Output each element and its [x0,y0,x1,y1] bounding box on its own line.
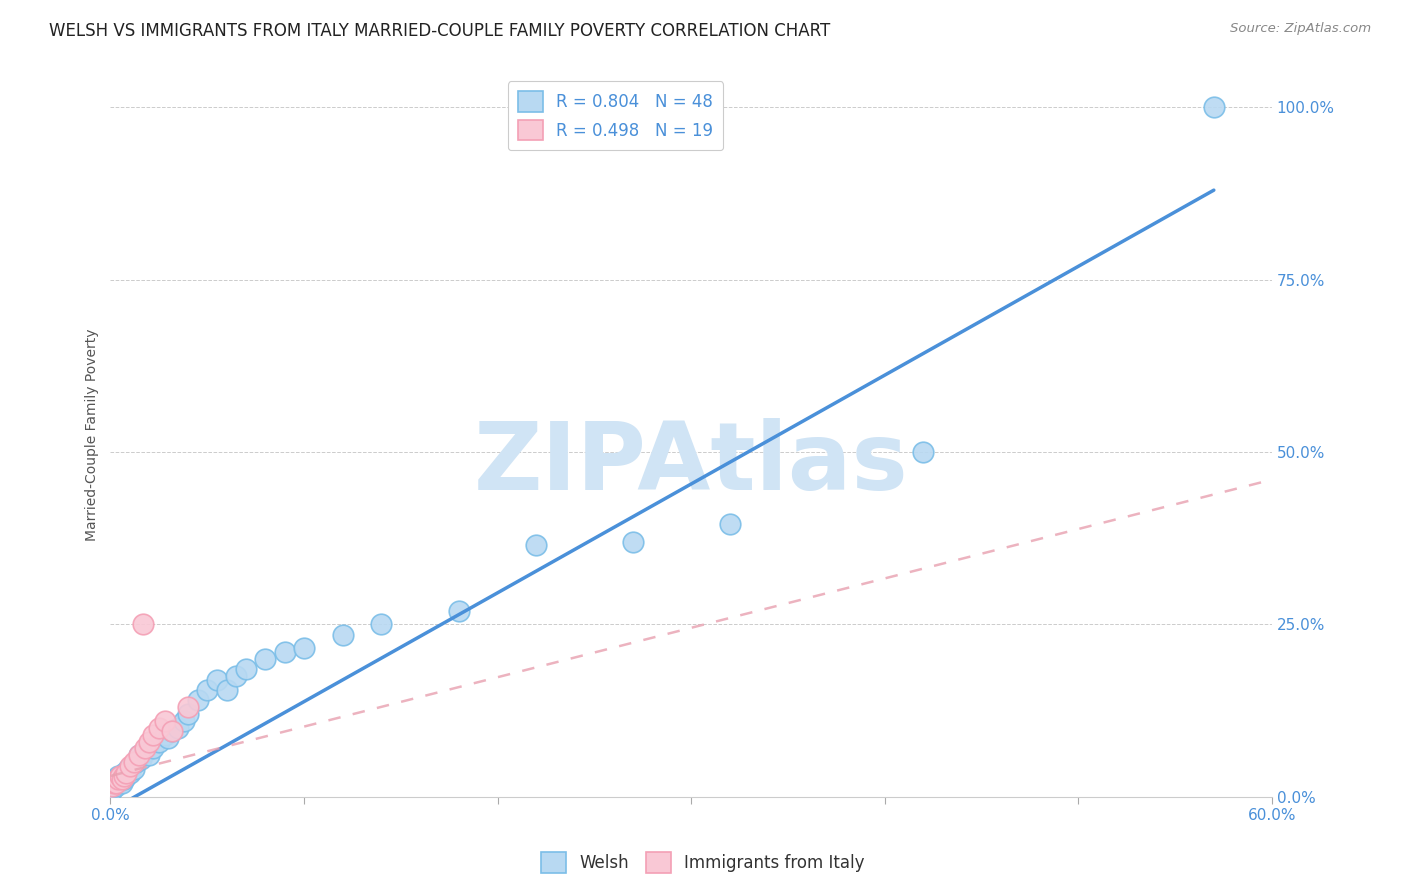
Text: WELSH VS IMMIGRANTS FROM ITALY MARRIED-COUPLE FAMILY POVERTY CORRELATION CHART: WELSH VS IMMIGRANTS FROM ITALY MARRIED-C… [49,22,831,40]
Point [215,682,238,697]
Legend: Welsh, Immigrants from Italy: Welsh, Immigrants from Italy [534,846,872,880]
Point [103,780,125,794]
Point [101,780,124,794]
Point [108,769,131,783]
Point [205,673,228,687]
Point [142,741,165,756]
Point [332,628,354,642]
Point [117,762,139,776]
Point [103,776,125,790]
Point [162,724,184,739]
Point [621,534,644,549]
Point [124,755,146,769]
Y-axis label: Married-Couple Family Poverty: Married-Couple Family Poverty [86,328,100,541]
Point [157,731,180,745]
Point [153,728,176,742]
Point [195,682,218,697]
Point [118,765,141,780]
Point [107,769,129,783]
Point [167,721,190,735]
Point [138,734,160,748]
Text: ZIPAtlas: ZIPAtlas [474,417,908,509]
Point [132,617,155,632]
Point [128,748,150,763]
Point [111,772,134,787]
Point [718,517,741,532]
Point [148,721,170,735]
Point [118,758,141,772]
Point [111,769,134,783]
Point [370,617,392,632]
Point [148,734,170,748]
Point [103,776,125,790]
Point [254,652,277,666]
Point [107,776,129,790]
Point [105,776,128,790]
Point [177,706,200,721]
Point [105,772,128,787]
Point [162,724,184,739]
Point [1202,100,1225,114]
Point [235,662,257,676]
Point [122,762,145,776]
Point [134,745,156,759]
Point [107,772,129,787]
Point [153,714,176,728]
Point [108,772,131,787]
Point [912,445,935,459]
Legend: R = 0.804   N = 48, R = 0.498   N = 19: R = 0.804 N = 48, R = 0.498 N = 19 [508,81,723,151]
Point [128,748,150,763]
Point [101,782,124,797]
Point [121,758,143,772]
Point [108,769,131,783]
Point [186,693,208,707]
Point [447,604,470,618]
Point [173,714,195,728]
Point [111,776,134,790]
Point [292,641,315,656]
Point [122,755,145,769]
Point [142,728,165,742]
Point [105,780,128,794]
Point [131,752,153,766]
Point [138,748,160,763]
Point [177,700,200,714]
Text: Source: ZipAtlas.com: Source: ZipAtlas.com [1230,22,1371,36]
Point [112,769,135,783]
Point [524,538,547,552]
Point [115,765,138,780]
Point [273,645,295,659]
Point [115,769,138,783]
Point [112,765,135,780]
Point [134,741,156,756]
Point [112,772,135,787]
Point [225,669,247,683]
